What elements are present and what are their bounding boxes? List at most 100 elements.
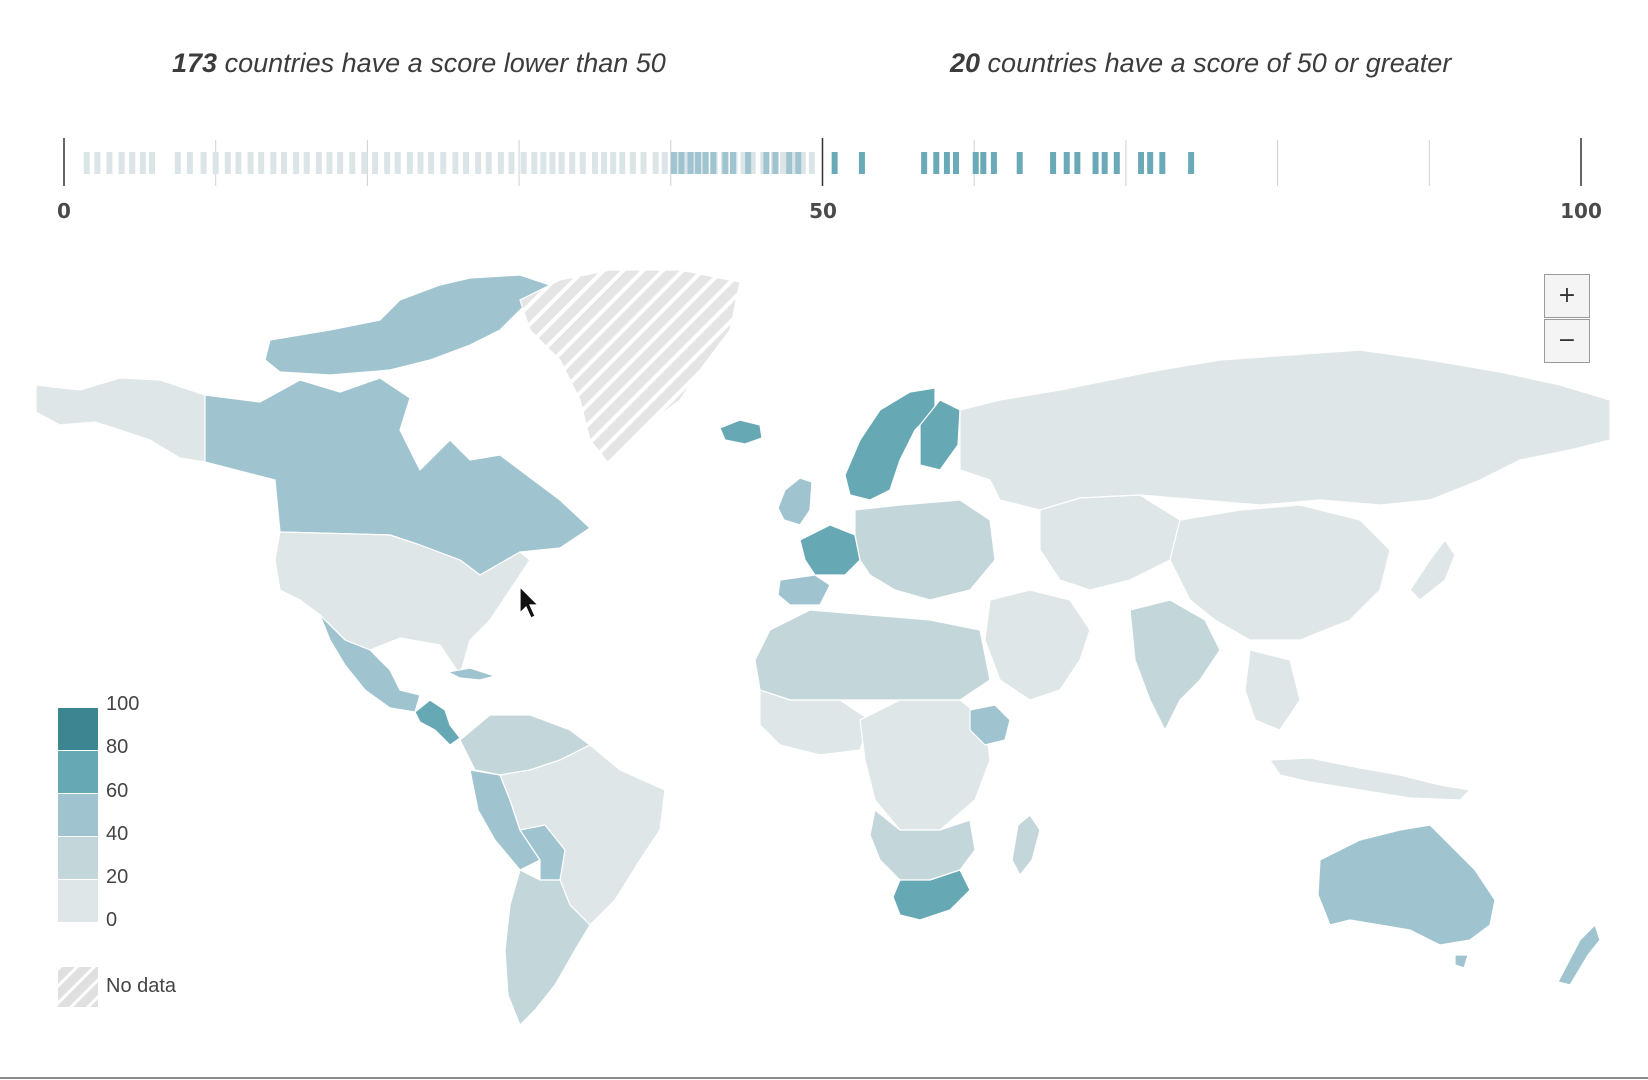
country-madagascar[interactable] <box>1011 814 1041 876</box>
country-score-mark-high[interactable] <box>952 152 959 174</box>
country-score-mark-high[interactable] <box>1063 152 1070 174</box>
country-mexico[interactable] <box>319 614 421 713</box>
country-score-mark-mid[interactable] <box>745 152 752 174</box>
country-score-mark-low[interactable] <box>247 152 254 174</box>
country-australia[interactable] <box>1317 824 1496 946</box>
country-score-mark-low[interactable] <box>740 152 747 174</box>
country-cuba[interactable] <box>447 667 496 681</box>
country-score-mark-low[interactable] <box>270 152 277 174</box>
country-central-africa[interactable] <box>859 699 991 831</box>
country-score-mark-low[interactable] <box>428 152 435 174</box>
country-score-mark-low[interactable] <box>303 152 310 174</box>
country-alaska-usa[interactable] <box>35 377 206 463</box>
country-score-mark-mid[interactable] <box>772 152 779 174</box>
country-score-mark-low[interactable] <box>280 152 287 174</box>
country-score-mark-high[interactable] <box>933 152 940 174</box>
country-score-mark-low[interactable] <box>789 152 796 174</box>
country-usa[interactable] <box>274 531 531 676</box>
country-score-mark-low[interactable] <box>440 152 447 174</box>
country-score-mark-low[interactable] <box>540 152 547 174</box>
country-score-mark-high[interactable] <box>858 152 865 174</box>
country-score-mark-low[interactable] <box>212 152 219 174</box>
country-score-mark-high[interactable] <box>943 152 950 174</box>
country-southeast-asia[interactable] <box>1244 649 1301 731</box>
country-new-zealand[interactable] <box>1557 924 1601 986</box>
country-india[interactable] <box>1129 599 1221 731</box>
country-score-mark-low[interactable] <box>591 152 598 174</box>
country-score-mark-low[interactable] <box>452 152 459 174</box>
country-score-mark-low[interactable] <box>371 152 378 174</box>
country-score-mark-low[interactable] <box>475 152 482 174</box>
country-france[interactable] <box>799 524 861 576</box>
country-score-mark-low[interactable] <box>406 152 413 174</box>
country-score-mark-low[interactable] <box>394 152 401 174</box>
country-score-mark-high[interactable] <box>921 152 928 174</box>
country-score-mark-mid[interactable] <box>687 152 694 174</box>
zoom-in-button[interactable]: + <box>1544 274 1590 318</box>
country-score-mark-mid[interactable] <box>722 152 729 174</box>
country-score-mark-high[interactable] <box>1138 152 1145 174</box>
country-score-mark-low[interactable] <box>258 152 265 174</box>
country-score-mark-low[interactable] <box>682 152 689 174</box>
country-score-mark-low[interactable] <box>139 152 146 174</box>
country-score-mark-low[interactable] <box>760 152 767 174</box>
country-score-mark-mid[interactable] <box>702 152 709 174</box>
country-score-mark-mid[interactable] <box>763 152 770 174</box>
country-score-mark-high[interactable] <box>990 152 997 174</box>
country-score-mark-high[interactable] <box>1159 152 1166 174</box>
country-score-mark-low[interactable] <box>508 152 515 174</box>
country-score-mark-low[interactable] <box>326 152 333 174</box>
country-score-mark-mid[interactable] <box>670 152 677 174</box>
country-indonesia[interactable] <box>1269 757 1471 801</box>
country-argentina-chile[interactable] <box>504 869 591 1026</box>
country-score-mark-high[interactable] <box>1016 152 1023 174</box>
country-score-mark-mid[interactable] <box>695 152 702 174</box>
country-score-mark-low[interactable] <box>558 152 565 174</box>
country-score-mark-low[interactable] <box>808 152 815 174</box>
country-score-mark-low[interactable] <box>129 152 136 174</box>
country-score-mark-low[interactable] <box>531 152 538 174</box>
country-score-mark-low[interactable] <box>749 152 756 174</box>
country-score-mark-low[interactable] <box>661 152 668 174</box>
country-score-mark-low[interactable] <box>94 152 101 174</box>
country-score-mark-low[interactable] <box>629 152 636 174</box>
country-score-mark-mid[interactable] <box>786 152 793 174</box>
country-score-mark-low[interactable] <box>224 152 231 174</box>
country-score-mark-low[interactable] <box>463 152 470 174</box>
country-score-mark-high[interactable] <box>831 152 838 174</box>
country-score-mark-low[interactable] <box>619 152 626 174</box>
country-score-mark-low[interactable] <box>186 152 193 174</box>
country-score-mark-high[interactable] <box>1113 152 1120 174</box>
country-score-mark-low[interactable] <box>692 152 699 174</box>
country-russia[interactable] <box>959 349 1611 511</box>
country-score-mark-low[interactable] <box>485 152 492 174</box>
country-score-mark-low[interactable] <box>579 152 586 174</box>
country-score-mark-mid[interactable] <box>710 152 717 174</box>
country-score-mark-high[interactable] <box>1147 152 1154 174</box>
country-score-mark-low[interactable] <box>384 152 391 174</box>
country-score-mark-low[interactable] <box>293 152 300 174</box>
country-score-mark-high[interactable] <box>972 152 979 174</box>
country-score-mark-high[interactable] <box>980 152 987 174</box>
country-china[interactable] <box>1169 504 1391 641</box>
country-north-africa[interactable] <box>754 609 991 701</box>
country-finland[interactable] <box>919 399 961 471</box>
country-greenland-no-data[interactable] <box>519 269 741 466</box>
country-score-mark-low[interactable] <box>106 152 113 174</box>
country-score-mark-low[interactable] <box>417 152 424 174</box>
country-score-mark-low[interactable] <box>315 152 322 174</box>
country-score-mark-mid[interactable] <box>678 152 685 174</box>
country-score-mark-mid[interactable] <box>795 152 802 174</box>
country-central-asia[interactable] <box>1039 494 1181 591</box>
country-iceland[interactable] <box>719 419 763 445</box>
country-score-mark-low[interactable] <box>361 152 368 174</box>
country-score-mark-low[interactable] <box>174 152 181 174</box>
country-central-america[interactable] <box>414 699 461 746</box>
country-south-africa[interactable] <box>892 869 971 921</box>
country-score-mark-low[interactable] <box>780 152 787 174</box>
country-score-mark-low[interactable] <box>337 152 344 174</box>
country-west-africa[interactable] <box>759 689 871 756</box>
country-score-mark-low[interactable] <box>569 152 576 174</box>
country-score-mark-high[interactable] <box>1101 152 1108 174</box>
